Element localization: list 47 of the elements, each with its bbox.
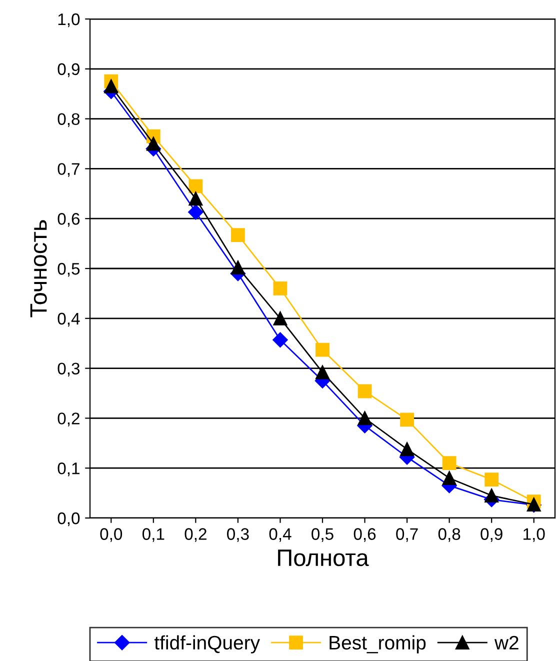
point — [484, 488, 499, 502]
y-axis-title: Точность — [30, 220, 47, 318]
y-tick-label: 0,9 — [58, 63, 80, 78]
point — [316, 342, 330, 357]
point — [231, 260, 245, 274]
x-tick-label: 0,8 — [438, 528, 460, 542]
x-tick-label: 0,4 — [269, 528, 292, 542]
legend-label: Best_romip — [330, 635, 426, 654]
x-tick-label: 0,0 — [100, 528, 122, 542]
x-tick-label: 0,9 — [480, 528, 502, 542]
point — [400, 442, 414, 456]
point — [273, 311, 288, 326]
point — [272, 332, 288, 348]
x-tick-label: 0,3 — [227, 528, 249, 542]
y-tick-label: 0,2 — [58, 412, 80, 426]
x-tick-label: 0,2 — [184, 528, 206, 542]
point — [188, 192, 203, 206]
y-tick-label: 0,6 — [58, 213, 80, 227]
y-tick-label: 0,0 — [58, 512, 80, 526]
point — [400, 412, 414, 427]
point — [316, 365, 330, 380]
point — [358, 411, 372, 426]
y-tick-label: 0,3 — [58, 362, 80, 376]
point — [188, 179, 203, 194]
y-tick-label: 0,8 — [58, 113, 80, 127]
legend-label: tfidf-inQuery — [154, 635, 260, 654]
legend-label: w2 — [494, 636, 518, 650]
point — [146, 136, 160, 151]
x-tick-label: 1,0 — [524, 528, 545, 542]
x-tick-label: 0,7 — [396, 528, 418, 542]
y-tick-label: 1,0 — [58, 13, 80, 28]
x-tick-label: 0,1 — [142, 528, 164, 542]
point — [358, 384, 372, 398]
point — [273, 282, 288, 296]
x-tick-label: 0,5 — [312, 528, 334, 542]
point — [442, 456, 456, 470]
y-tick-label: 0,7 — [58, 163, 80, 177]
x-axis-title: Полнота — [278, 550, 369, 566]
y-tick-label: 0,5 — [58, 262, 80, 277]
point — [231, 228, 245, 242]
point — [104, 79, 118, 94]
point — [188, 204, 204, 220]
x-tick-label: 0,6 — [354, 528, 376, 542]
point — [484, 472, 499, 487]
y-tick-label: 0,4 — [58, 312, 80, 327]
y-tick-label: 0,1 — [58, 462, 80, 476]
point — [442, 471, 456, 486]
